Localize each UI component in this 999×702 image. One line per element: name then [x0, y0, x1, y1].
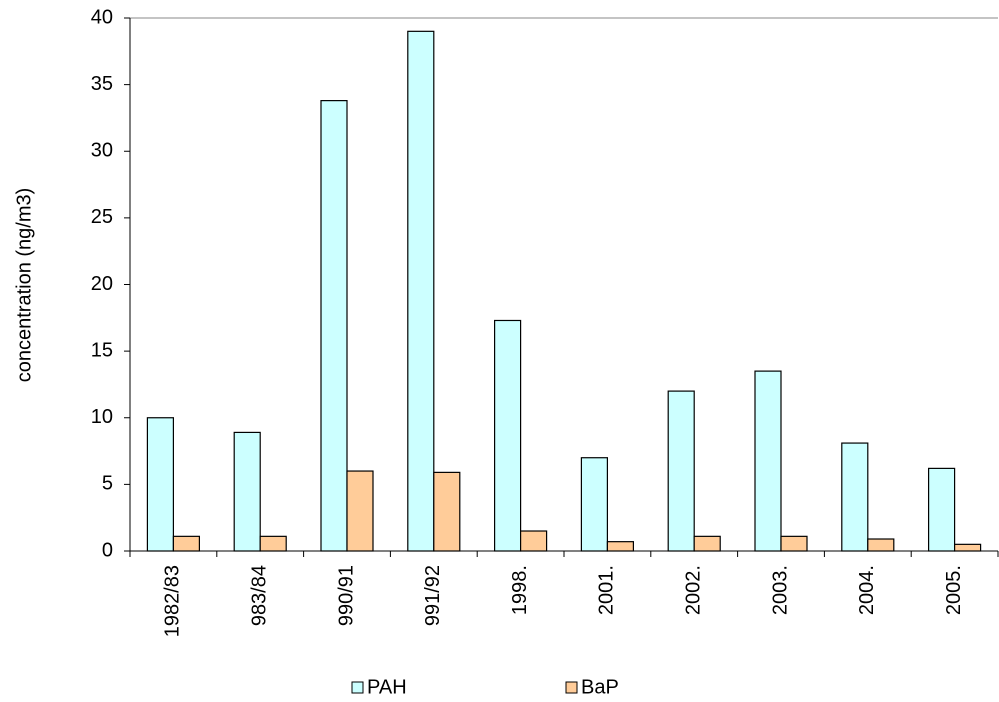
- bar: [320, 100, 348, 552]
- bar: [693, 535, 721, 552]
- y-tick-label: 5: [102, 473, 113, 495]
- bar: [953, 543, 982, 552]
- x-tick-label: 983/84: [248, 565, 270, 626]
- x-tick-label: 2004.: [856, 565, 878, 615]
- x-tick-label: 1982/83: [162, 565, 184, 637]
- legend-swatch: [351, 681, 364, 694]
- bar: [259, 535, 287, 552]
- bar: [841, 442, 869, 552]
- bar: [780, 535, 808, 552]
- bar: [433, 471, 461, 552]
- y-tick-label: 0: [102, 539, 113, 561]
- bar: [580, 457, 609, 552]
- x-tick-label: 990/91: [335, 565, 357, 626]
- bar: [519, 530, 548, 552]
- bar: [346, 470, 374, 552]
- legend-swatch: [565, 681, 578, 694]
- bar: [233, 431, 261, 552]
- x-tick-label: 2001.: [596, 565, 618, 615]
- legend-label: BaP: [581, 676, 619, 698]
- bar: [667, 390, 695, 552]
- x-tick-label: 1998.: [509, 565, 531, 615]
- x-tick-label: 2005.: [943, 565, 965, 615]
- x-tick-label: 2003.: [769, 565, 791, 615]
- y-tick-label: 20: [91, 273, 113, 295]
- y-tick-label: 35: [91, 73, 113, 95]
- legend-label: PAH: [367, 676, 407, 698]
- bar: [927, 467, 956, 552]
- bar: [172, 535, 200, 552]
- y-tick-label: 25: [91, 206, 113, 228]
- bar: [867, 538, 895, 552]
- x-tick-label: 991/92: [422, 565, 444, 626]
- y-axis-label: concentration (ng/m3): [13, 188, 35, 383]
- y-tick-label: 40: [91, 6, 113, 28]
- x-tick-label: 2002.: [682, 565, 704, 615]
- y-tick-label: 30: [91, 140, 113, 162]
- bar: [754, 370, 782, 552]
- bar: [146, 417, 174, 552]
- y-tick-label: 10: [91, 406, 113, 428]
- bar: [606, 541, 635, 552]
- bar: [494, 319, 522, 552]
- bar: [407, 30, 435, 552]
- y-tick-label: 15: [91, 339, 113, 361]
